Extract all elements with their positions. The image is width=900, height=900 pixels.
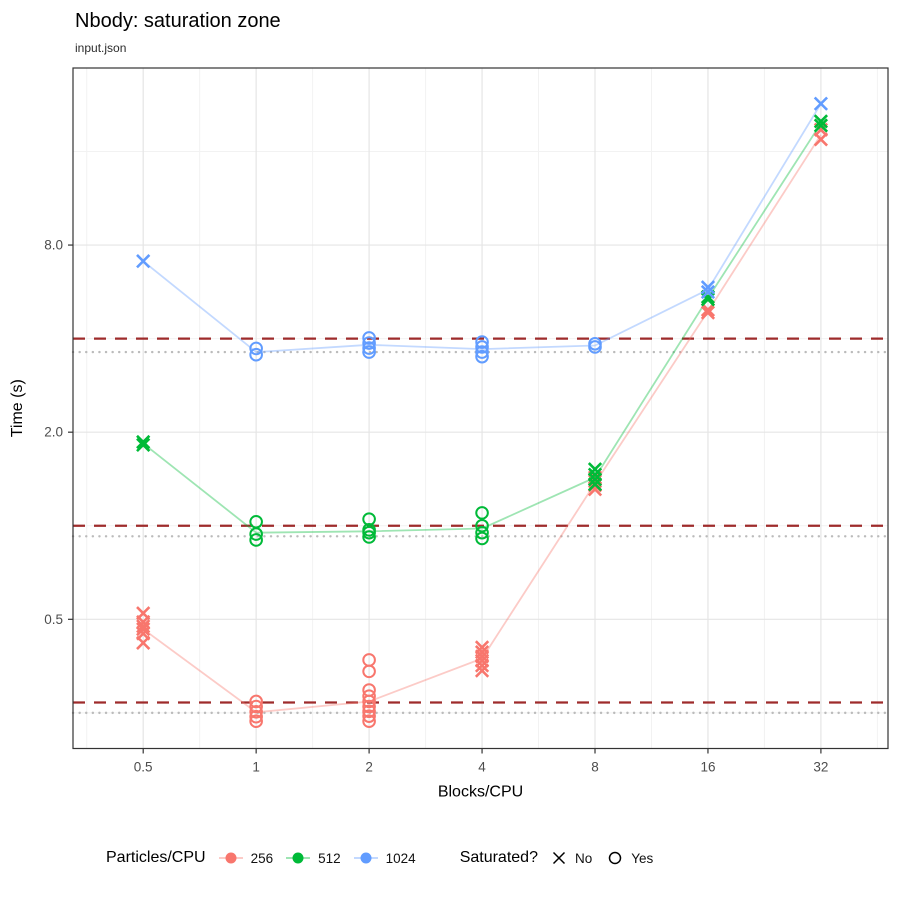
panel-border	[72, 67, 889, 750]
legend-label-yes: Yes	[631, 850, 654, 866]
point-circle-512	[249, 527, 263, 541]
point-circle-1024	[249, 341, 263, 356]
legend-shape-items: No Yes	[550, 849, 653, 867]
y-tick-label: 2.0	[44, 425, 63, 440]
legend-key-point	[225, 852, 237, 864]
point-circle-256	[362, 709, 376, 723]
point-circle-1024	[362, 336, 376, 350]
point-circle-512	[362, 525, 376, 540]
point-circle-1024	[362, 345, 376, 359]
point-circle-512	[475, 506, 489, 520]
point-circle-1024	[362, 341, 376, 355]
point-circle-512	[362, 530, 376, 544]
point-circle-256	[362, 704, 376, 719]
x-tick-label: 1	[252, 760, 260, 775]
plot-area: 0.5 1 2 4 8 16 32 0.5 2.0 8.0 Blocks/CPU Time (s)	[9, 67, 890, 801]
point-x-1024	[700, 284, 716, 300]
legend-item-1024: 1024	[353, 849, 416, 867]
point-circle-256	[249, 694, 263, 709]
legend: Particles/CPU 256 512 1024 Saturated? No Ye…	[106, 836, 653, 880]
legend-key-dot-256	[218, 852, 243, 864]
legend-item-512: 512	[285, 849, 341, 867]
x-tick-label: 32	[813, 760, 828, 775]
point-circle-1024	[475, 335, 489, 349]
point-circle-512	[475, 531, 489, 546]
point-x-256	[474, 663, 490, 678]
point-circle-1024	[362, 331, 376, 345]
legend-key-dot-1024	[353, 852, 378, 864]
point-x-512	[587, 477, 603, 492]
legend-label-1024: 1024	[385, 850, 416, 866]
point-circle-256	[362, 694, 376, 709]
point-x-512	[136, 434, 151, 450]
point-x-512	[136, 437, 151, 453]
legend-item-256: 256	[218, 849, 274, 867]
point-circle-512	[475, 525, 489, 540]
point-circle-1024	[475, 345, 489, 359]
point-circle-256	[249, 714, 263, 729]
x-axis-title: Blocks/CPU	[438, 784, 523, 801]
y-axis-title: Time (s)	[9, 379, 26, 437]
point-circle-1024	[588, 340, 602, 354]
point-circle-256	[362, 699, 376, 714]
legend-item-saturated-yes: Yes	[606, 849, 653, 867]
circle-shape-icon	[608, 851, 622, 865]
point-x-256	[136, 635, 151, 650]
point-circle-512	[249, 533, 263, 547]
point-x-512	[813, 118, 829, 133]
point-x-512	[813, 114, 829, 129]
legend-key-point	[292, 852, 304, 864]
x-tick-label: 0.5	[134, 760, 153, 775]
chart-title: Nbody: saturation zone	[75, 10, 281, 32]
x-tick-label: 4	[478, 760, 486, 775]
panel-background	[73, 68, 888, 749]
point-circle-256	[362, 689, 376, 703]
x-tick-label: 16	[700, 760, 715, 775]
point-x-256	[474, 658, 490, 673]
point-circle-512	[475, 518, 489, 533]
legend-label-512: 512	[318, 850, 341, 866]
point-x-256	[813, 132, 829, 147]
point-circle-256	[249, 704, 263, 719]
legend-color-title: Particles/CPU	[106, 849, 206, 866]
legend-shape-x	[552, 851, 565, 865]
point-x-512	[587, 462, 603, 477]
point-circle-1024	[249, 347, 263, 362]
legend-label-no: No	[574, 850, 593, 866]
point-x-1024	[813, 96, 829, 111]
point-circle-256	[249, 709, 263, 724]
legend-color-items: 256 512 1024	[218, 849, 416, 867]
y-tick-label: 8.0	[44, 238, 63, 253]
legend-shape-circle	[608, 851, 622, 865]
x-tick-label: 8	[591, 760, 599, 775]
point-circle-1024	[475, 340, 489, 354]
point-x-512	[587, 472, 603, 487]
point-x-256	[700, 305, 716, 320]
legend-key-point	[360, 852, 372, 864]
x-tick-label: 2	[365, 760, 373, 775]
x-shape-icon	[552, 851, 565, 865]
legend-item-saturated-no: No	[550, 849, 592, 867]
point-circle-1024	[475, 349, 489, 364]
series-line-1024	[142, 103, 822, 354]
point-circle-256	[249, 699, 263, 714]
point-circle-256	[362, 664, 376, 679]
point-x-256	[700, 302, 716, 317]
y-tick-label: 0.5	[44, 612, 63, 627]
legend-key-dot-512	[286, 852, 311, 864]
point-circle-256	[362, 714, 376, 729]
point-x-256	[136, 621, 151, 637]
point-x-1024	[136, 254, 151, 269]
point-x-1024	[700, 280, 716, 295]
legend-shape-title: Saturated?	[459, 849, 538, 866]
chart-subtitle: input.json	[75, 41, 127, 55]
legend-label-256: 256	[250, 850, 274, 866]
